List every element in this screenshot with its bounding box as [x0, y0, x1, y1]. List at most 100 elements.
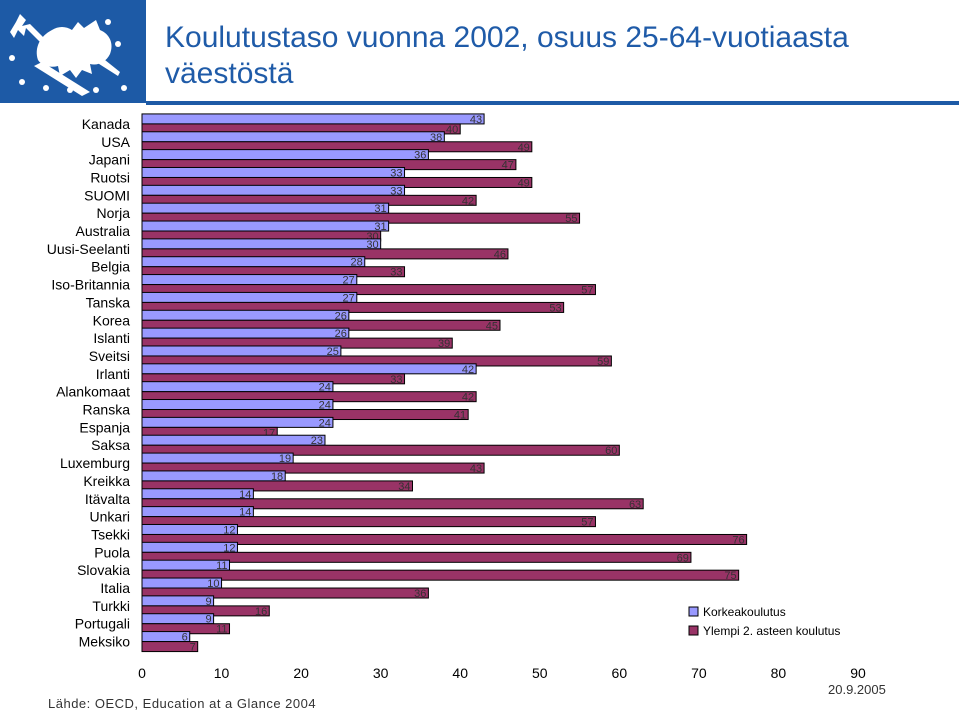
bar: [141, 462, 485, 474]
category-label: Japani: [89, 152, 130, 168]
x-tick-label: 90: [850, 665, 866, 681]
category-label: Espanja: [79, 419, 130, 435]
data-label: 18: [271, 471, 283, 483]
category-label: Tsekki: [91, 526, 130, 542]
x-tick-label: 70: [691, 665, 707, 681]
legend-box: [685, 603, 855, 643]
data-label: 12: [223, 524, 235, 536]
data-label: 69: [677, 552, 689, 564]
data-label: 31: [374, 203, 386, 215]
legend-label: Ylempi 2. asteen koulutus: [703, 624, 840, 638]
data-label: 23: [311, 435, 323, 447]
data-label: 9: [205, 596, 211, 608]
data-label: 43: [470, 463, 482, 475]
bar: [141, 641, 199, 653]
data-label: 57: [581, 285, 593, 297]
bar: [141, 595, 215, 607]
data-label: 45: [486, 320, 498, 332]
data-label: 12: [223, 542, 235, 554]
data-label: 43: [470, 114, 482, 126]
x-tick-label: 20: [293, 665, 309, 681]
data-label: 33: [390, 167, 402, 179]
legend-label: Korkeakoulutus: [703, 605, 786, 619]
category-label: Islanti: [93, 330, 130, 346]
category-label: Ruotsi: [90, 169, 130, 185]
category-label: Uusi-Seelanti: [47, 241, 130, 257]
category-label: Sveitsi: [89, 348, 130, 364]
data-label: 57: [581, 517, 593, 529]
x-tick-label: 0: [138, 665, 146, 681]
legend-swatch: [688, 625, 699, 636]
category-label: Iso-Britannia: [51, 277, 130, 293]
header-divider: [146, 101, 959, 105]
bar: [141, 533, 748, 545]
bar: [141, 131, 445, 143]
data-label: 60: [605, 445, 617, 457]
data-label: 11: [216, 624, 227, 636]
category-label: Australia: [76, 223, 131, 239]
header: Koulutustaso vuonna 2002, osuus 25-64-vu…: [0, 0, 959, 105]
source-note: Lähde: OECD, Education at a Glance 2004: [48, 696, 317, 711]
date-label: 20.9.2005: [828, 682, 886, 697]
bar: [141, 363, 477, 375]
data-label: 39: [438, 338, 450, 350]
data-label: 25: [327, 346, 339, 358]
x-tick-label: 60: [612, 665, 628, 681]
data-label: 42: [462, 364, 474, 376]
category-label: Alankomaat: [56, 384, 130, 400]
bar: [141, 291, 358, 303]
data-label: 31: [374, 221, 386, 233]
x-tick-label: 80: [771, 665, 787, 681]
education-bar-chart: Kanada 43 40 USA 38 49 Japani 36 47 Ruotsi 33 49 SUO…: [47, 113, 866, 681]
data-label: 42: [462, 392, 474, 404]
category-label: Portugali: [75, 616, 130, 632]
data-label: 49: [518, 142, 530, 154]
data-label: 16: [255, 606, 267, 618]
data-label: 47: [502, 160, 514, 172]
data-label: 11: [216, 560, 227, 572]
category-label: SUOMI: [84, 187, 130, 203]
category-label: Irlanti: [96, 366, 130, 382]
category-label: USA: [101, 134, 130, 150]
data-label: 6: [182, 632, 188, 644]
bar: [141, 452, 294, 464]
category-label: Ranska: [83, 402, 131, 418]
data-label: 75: [724, 570, 736, 582]
data-label: 41: [454, 410, 466, 422]
data-label: 33: [390, 374, 402, 386]
legend-swatch: [688, 606, 699, 617]
x-tick-label: 40: [452, 665, 468, 681]
category-label: Turkki: [92, 598, 130, 614]
bar: [141, 113, 485, 125]
data-label: 36: [414, 588, 426, 600]
bar: [141, 498, 644, 510]
data-label: 76: [732, 534, 744, 546]
bar: [141, 416, 334, 428]
data-label: 33: [390, 185, 402, 197]
bar: [141, 381, 334, 393]
bar: [141, 238, 382, 250]
category-label: Kreikka: [83, 473, 130, 489]
category-label: Unkari: [90, 509, 130, 525]
data-label: 26: [335, 310, 347, 322]
bar: [141, 327, 350, 339]
bar: [141, 470, 286, 482]
category-label: Meksiko: [79, 634, 131, 650]
category-label: Tanska: [86, 294, 131, 310]
data-label: 59: [597, 356, 609, 368]
data-label: 63: [629, 499, 641, 511]
bar: [141, 613, 215, 625]
data-label: 7: [190, 642, 196, 654]
bar: [141, 587, 429, 599]
data-label: 10: [207, 578, 219, 590]
x-tick-label: 50: [532, 665, 548, 681]
bar: [141, 149, 429, 161]
bar: [141, 480, 413, 492]
data-label: 36: [414, 150, 426, 162]
bar: [141, 220, 390, 232]
category-label: Saksa: [91, 437, 130, 453]
bar: [141, 506, 254, 518]
category-label: Puola: [94, 544, 130, 560]
bar: [141, 488, 254, 500]
data-label: 49: [518, 177, 530, 189]
